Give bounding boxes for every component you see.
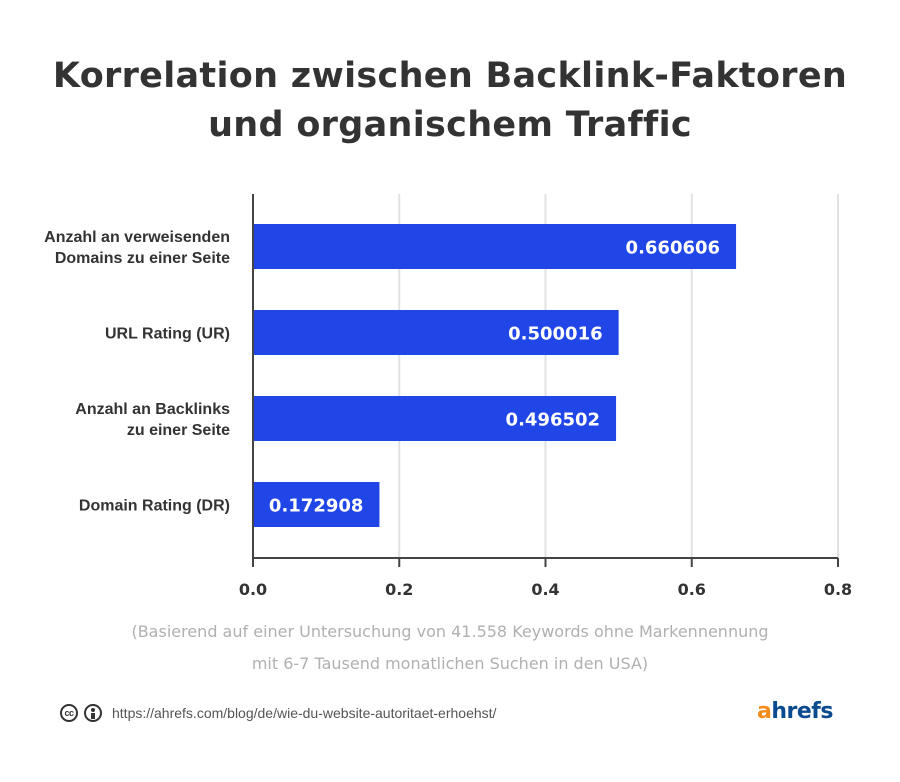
bar	[253, 482, 380, 527]
category-label: Domains zu einer Seite	[55, 250, 230, 267]
bar-value-label: 0.660606	[626, 238, 721, 259]
chart-title: Korrelation zwischen Backlink-Faktoren u…	[0, 52, 900, 150]
bar	[253, 396, 617, 441]
bar-value-label: 0.500016	[508, 324, 603, 345]
x-tick-label: 0.2	[385, 580, 413, 599]
category-label: Anzahl an verweisenden	[44, 229, 230, 246]
footnote-line-2: mit 6-7 Tausend monatlichen Suchen in de…	[251, 654, 649, 673]
footer: cc https://ahrefs.com/blog/de/wie-du-web…	[60, 702, 496, 724]
bar	[253, 310, 619, 355]
category-label: Domain Rating (DR)	[79, 498, 230, 515]
category-label: Anzahl an Backlinks	[75, 401, 230, 418]
category-label: zu einer Seite	[127, 422, 230, 439]
logo-letter-a: a	[757, 699, 772, 724]
logo-text: hrefs	[771, 699, 833, 724]
x-tick-label: 0.4	[531, 580, 559, 599]
x-tick-label: 0.6	[678, 580, 706, 599]
ahrefs-logo: ahrefs	[757, 699, 833, 724]
footnote-line-1: (Basierend auf einer Untersuchung von 41…	[131, 622, 769, 641]
chart-title-line-1: Korrelation zwischen Backlink-Faktoren	[52, 56, 848, 96]
attribution-icon	[84, 704, 102, 722]
bar	[253, 224, 737, 269]
x-tick-label: 0.8	[824, 580, 852, 599]
source-url[interactable]: https://ahrefs.com/blog/de/wie-du-websit…	[112, 705, 497, 721]
chart-title-line-2: und organischem Traffic	[208, 105, 692, 145]
bar-value-label: 0.496502	[506, 410, 601, 431]
creative-commons-icon: cc	[60, 704, 78, 722]
bar-value-label: 0.172908	[269, 496, 364, 517]
category-label: URL Rating (UR)	[105, 326, 230, 343]
x-tick-label: 0.0	[239, 580, 267, 599]
